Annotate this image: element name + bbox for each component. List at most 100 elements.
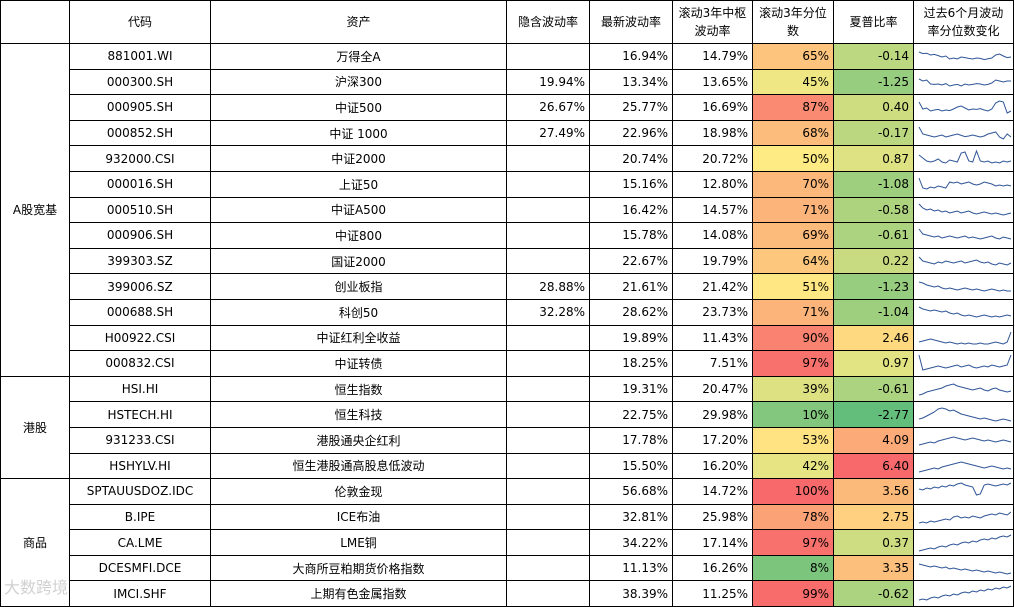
code-cell: 000300.SH xyxy=(69,68,211,96)
trend-sparkline-cell xyxy=(913,478,1014,505)
sharpe-cell: 3.35 xyxy=(833,554,914,582)
trend-line xyxy=(918,436,1012,446)
latest-vol-cell: 15.50% xyxy=(589,452,673,480)
median-vol-cell: 23.73% xyxy=(672,298,753,326)
percentile-cell: 69% xyxy=(752,222,834,249)
table-row: 000016.SH 上证50 15.16% 12.80% 70% -1.08 xyxy=(1,170,1014,198)
asset-cell: 中证500 xyxy=(210,94,507,121)
percentile-cell: 8% xyxy=(752,554,834,582)
percentile-cell: 90% xyxy=(752,324,834,352)
table-row: 000510.SH 中证A500 16.42% 14.57% 71% -0.58 xyxy=(1,196,1014,224)
header-latest-vol: 最新波动率 xyxy=(589,0,673,44)
trend-line xyxy=(918,482,1012,496)
table-row: 港股 HSI.HI 恒生指数 19.31% 20.47% 39% -0.61 xyxy=(0,375,1014,480)
implied-vol-cell xyxy=(506,222,590,249)
percentile-cell: 71% xyxy=(752,196,834,224)
trend-sparkline-cell xyxy=(913,196,1014,224)
asset-cell: 恒生科技 xyxy=(210,401,507,428)
trend-line xyxy=(918,229,1012,240)
median-vol-cell: 11.25% xyxy=(672,580,753,607)
percentile-cell: 51% xyxy=(752,273,834,300)
sharpe-cell: 0.97 xyxy=(833,350,914,377)
trend-sparkline-cell xyxy=(913,68,1014,96)
percentile-cell: 45% xyxy=(752,68,834,96)
code-cell: H00922.CSI xyxy=(69,324,211,352)
asset-cell: 沪深300 xyxy=(210,68,507,96)
table-row: 932000.CSI 中证2000 20.74% 20.72% 50% 0.87 xyxy=(1,145,1014,172)
group-label: 港股 xyxy=(0,375,70,480)
implied-vol-cell: 26.67% xyxy=(506,94,590,121)
sharpe-cell: -0.58 xyxy=(833,196,914,224)
sharpe-cell: -0.14 xyxy=(833,43,914,70)
trend-sparkline-cell xyxy=(913,503,1014,531)
implied-vol-cell: 28.88% xyxy=(506,273,590,300)
implied-vol-cell xyxy=(506,247,590,275)
implied-vol-cell xyxy=(506,43,590,70)
trend-line xyxy=(918,100,1012,115)
percentile-cell: 50% xyxy=(752,145,834,172)
table-row: 000300.SH 沪深300 19.94% 13.34% 13.65% 45% -1.25 xyxy=(1,68,1014,96)
header-code: 代码 xyxy=(69,0,211,44)
trend-sparkline xyxy=(918,256,1012,266)
trend-sparkline xyxy=(918,149,1012,164)
latest-vol-cell: 15.16% xyxy=(589,170,673,198)
trend-line xyxy=(918,178,1012,190)
table-row: 商品 SPTAUUSDOZ.IDC 伦敦金现 56.68% 14.72% 100% 3.56 xyxy=(0,478,1014,607)
trend-sparkline xyxy=(918,178,1012,190)
header-trend: 过去6个月波动率分位数变化 xyxy=(913,0,1014,44)
median-vol-cell: 29.98% xyxy=(672,401,753,428)
code-cell: CA.LME xyxy=(69,529,211,556)
asset-cell: 万得全A xyxy=(210,43,507,70)
asset-cell: 中证A500 xyxy=(210,196,507,224)
code-cell: HSHYLV.HI xyxy=(69,452,211,480)
group-label: 商品 xyxy=(0,478,70,607)
table-row: HSHYLV.HI 恒生港股通高股息低波动 15.50% 16.20% 42% 6.40 xyxy=(1,452,1014,480)
asset-cell: 创业板指 xyxy=(210,273,507,300)
asset-cell: 中证2000 xyxy=(210,145,507,172)
implied-vol-cell xyxy=(506,503,590,531)
implied-vol-cell xyxy=(506,401,590,428)
trend-sparkline-cell xyxy=(913,145,1014,172)
code-cell: 932000.CSI xyxy=(69,145,211,172)
trend-line xyxy=(918,149,1012,164)
latest-vol-cell: 32.81% xyxy=(589,503,673,531)
median-vol-cell: 18.98% xyxy=(672,119,753,147)
header-sharpe: 夏普比率 xyxy=(833,0,914,44)
table-row: 000905.SH 中证500 26.67% 25.77% 16.69% 87% 0.40 xyxy=(1,94,1014,121)
latest-vol-cell: 15.78% xyxy=(589,222,673,249)
implied-vol-cell xyxy=(506,170,590,198)
percentile-cell: 68% xyxy=(752,119,834,147)
trend-sparkline-cell xyxy=(913,401,1014,428)
sharpe-cell: -0.17 xyxy=(833,119,914,147)
median-vol-cell: 16.26% xyxy=(672,554,753,582)
implied-vol-cell xyxy=(506,554,590,582)
trend-sparkline-cell xyxy=(913,273,1014,300)
median-vol-cell: 7.51% xyxy=(672,350,753,377)
latest-vol-cell: 17.78% xyxy=(589,426,673,454)
trend-sparkline xyxy=(918,511,1012,524)
code-cell: 000852.SH xyxy=(69,119,211,147)
code-cell: 000688.SH xyxy=(69,298,211,326)
asset-cell: 中证转债 xyxy=(210,350,507,377)
median-vol-cell: 17.20% xyxy=(672,426,753,454)
latest-vol-cell: 22.67% xyxy=(589,247,673,275)
trend-line xyxy=(918,306,1012,318)
latest-vol-cell: 11.13% xyxy=(589,554,673,582)
table-row: DCESMFI.DCE 大商所豆粕期货价格指数 11.13% 16.26% 8% 3.35 xyxy=(1,554,1014,582)
trend-line xyxy=(918,407,1012,422)
percentile-cell: 70% xyxy=(752,170,834,198)
table-row: A股宽基 881001.WI 万得全A 16.94% 14.79% 65% -0.14 xyxy=(0,43,1014,377)
latest-vol-cell: 16.42% xyxy=(589,196,673,224)
asset-cell: 伦敦金现 xyxy=(210,478,507,505)
percentile-cell: 87% xyxy=(752,94,834,121)
header-percentile: 滚动3年分位数 xyxy=(752,0,834,44)
sharpe-cell: 2.75 xyxy=(833,503,914,531)
median-vol-cell: 21.42% xyxy=(672,273,753,300)
trend-sparkline-cell xyxy=(913,247,1014,275)
code-cell: 931233.CSI xyxy=(69,426,211,454)
sharpe-cell: 0.22 xyxy=(833,247,914,275)
sharpe-cell: 4.09 xyxy=(833,426,914,454)
trend-sparkline xyxy=(918,331,1012,345)
sharpe-cell: -0.62 xyxy=(833,580,914,607)
median-vol-cell: 12.80% xyxy=(672,170,753,198)
